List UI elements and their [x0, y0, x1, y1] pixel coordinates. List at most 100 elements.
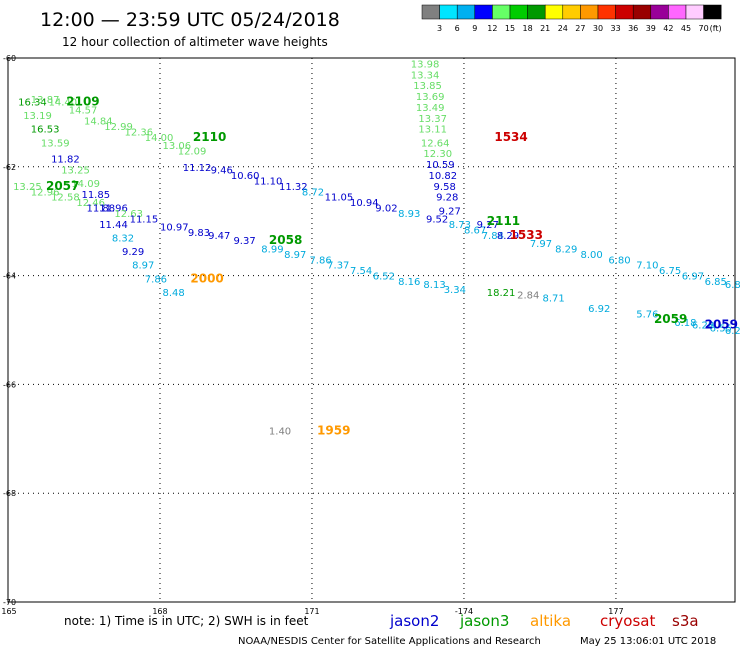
graticule [8, 58, 735, 602]
wave-height-label: 13.25 [13, 182, 42, 193]
wave-height-label: 7.84 [482, 231, 504, 242]
wave-height-label: 16.34 [18, 98, 47, 109]
wave-height-label: 13.11 [418, 125, 447, 136]
legend-jason2: jason2 [389, 612, 439, 630]
longitude-label: 165 [1, 607, 16, 616]
map-frame [7, 57, 736, 603]
color-scale-unit: (ft) [710, 24, 722, 33]
wave-height-label: 1.40 [269, 427, 291, 438]
wave-height-label: 9.27 [439, 206, 461, 217]
color-scale-label: 3 [437, 24, 442, 33]
wave-height-label: 6.80 [725, 280, 740, 291]
legend-s3a: s3a [672, 612, 699, 630]
legend-cryosat: cryosat [600, 612, 655, 630]
wave-height-label: 6.55 [710, 323, 732, 334]
wave-height-label: 8.48 [163, 288, 185, 299]
color-scale-swatch [615, 4, 634, 20]
latitude-label: -70 [3, 598, 16, 607]
wave-height-label: 12.63 [114, 209, 143, 220]
wave-height-label: 6.28 [692, 321, 714, 332]
wave-height-label: 11.85 [81, 190, 110, 201]
wave-height-label: 9.83 [188, 228, 210, 239]
wave-height-label: 8.29 [555, 244, 577, 255]
color-scale-swatch [580, 4, 599, 20]
longitude-label: -174 [455, 607, 473, 616]
wave-height-label: 13.25 [61, 166, 90, 177]
pass-time-label: 2059 [705, 318, 738, 332]
satellite-legend: jason2 jason3 altika cryosat s3a [389, 612, 699, 630]
color-scale-label: 6 [455, 24, 460, 33]
wave-height-label: 8.72 [302, 187, 324, 198]
legend-jason3: jason3 [459, 612, 509, 630]
color-scale-swatch [439, 4, 458, 20]
wave-height-label: 6.27 [725, 326, 740, 337]
legend-altika: altika [530, 612, 571, 630]
wave-height-label: 6.92 [588, 304, 610, 315]
wave-height-label: 11.15 [130, 214, 159, 225]
wave-height-label: 7.54 [350, 266, 372, 277]
color-scale-label: 24 [558, 24, 568, 33]
color-scale-swatch [562, 4, 581, 20]
color-scale-swatch [597, 4, 616, 20]
wave-height-label: 13.49 [416, 103, 445, 114]
wave-height-label: 8.71 [542, 293, 564, 304]
wave-height-label: 13.37 [418, 114, 447, 125]
page-title: 12:00 — 23:59 UTC 05/24/2018 [40, 9, 340, 31]
pass-time-label: 2059 [654, 312, 687, 326]
wave-height-label: 2.84 [517, 291, 539, 302]
wave-height-label: 11.88 [87, 204, 116, 215]
wave-height-label: 12.58 [51, 193, 80, 204]
color-scale-label: 30 [593, 24, 603, 33]
wave-height-label: 10.60 [231, 171, 260, 182]
pass-time-label: 2111 [487, 214, 520, 228]
wave-height-label: 12.99 [104, 122, 133, 133]
wave-height-label: 9.47 [208, 231, 230, 242]
color-scale-swatch [421, 4, 440, 20]
color-scale-label: 9 [472, 24, 477, 33]
wave-height-label: 10.59 [426, 160, 455, 171]
pass-time-label: 1534 [494, 130, 527, 144]
wave-height-label: 11.32 [279, 182, 308, 193]
color-scale-label: 36 [628, 24, 638, 33]
latitude-label: -60 [3, 54, 16, 63]
wave-height-label: 9.58 [434, 182, 456, 193]
wave-height-label: 16.53 [31, 125, 60, 136]
color-scale-swatch [474, 4, 493, 20]
wave-height-label: 10.97 [160, 223, 189, 234]
color-scale-label: 18 [523, 24, 533, 33]
wave-height-label: 9.37 [233, 236, 255, 247]
wave-height-label: 10.82 [428, 171, 457, 182]
latitude-label: -62 [3, 163, 16, 172]
wave-height-label: 13.59 [41, 138, 70, 149]
wave-height-label: 6.85 [705, 277, 727, 288]
wave-height-label: 11.44 [99, 220, 128, 231]
wave-height-label: 13.19 [23, 111, 52, 122]
wave-height-label: 14.57 [69, 106, 98, 117]
pass-time-label: 2058 [269, 233, 302, 247]
wave-height-label: 13.34 [411, 70, 440, 81]
wave-height-label: 12.36 [125, 127, 154, 138]
wave-height-label: 14.00 [145, 133, 174, 144]
wave-height-label: 10.94 [350, 198, 379, 209]
wave-height-label: 8.93 [398, 209, 420, 220]
color-scale-swatch [544, 4, 564, 20]
color-scale-label: 21 [540, 24, 550, 33]
wave-height-label: 8.97 [284, 250, 306, 261]
wave-height-label: 12.30 [423, 149, 452, 160]
wave-height-label: 8.16 [398, 277, 420, 288]
color-scale-swatch [527, 4, 546, 20]
generated-timestamp: May 25 13:06:01 UTC 2018 [580, 636, 716, 647]
wave-height-label: 9.29 [122, 247, 144, 258]
color-scale-legend: 3 6 9 12 15 18 21 24 27 30 33 36 39 42 45 70 (ft) [421, 4, 722, 33]
wave-height-label: 8.73 [449, 220, 471, 231]
wave-height-label: 8.00 [580, 250, 602, 261]
wave-height-label: 6.97 [682, 272, 704, 283]
wave-height-label: 8.67 [464, 225, 486, 236]
wave-height-label: 18.21 [487, 288, 516, 299]
color-scale-label: 70 [699, 24, 709, 33]
wave-height-label: 6.18 [674, 318, 696, 329]
color-scale-swatch [632, 4, 652, 20]
wave-height-label: 12.96 [31, 187, 60, 198]
